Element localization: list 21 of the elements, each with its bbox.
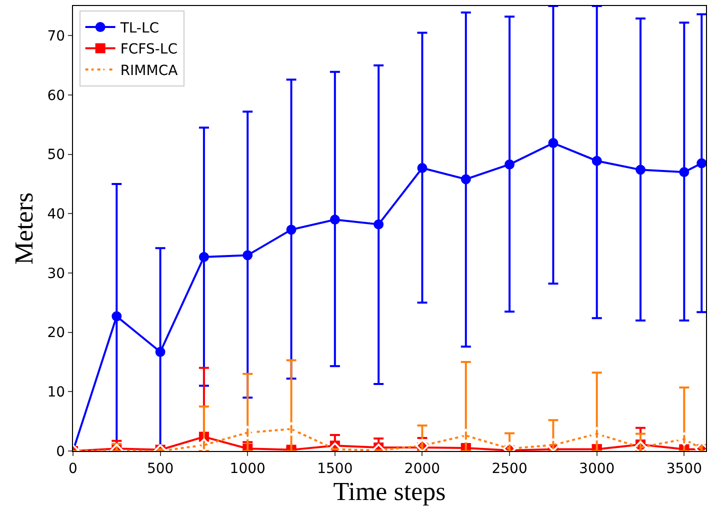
legend-label: FCFS-LC xyxy=(120,42,178,58)
y-tick-label: 10 xyxy=(47,384,66,401)
y-tick-label: 40 xyxy=(47,206,66,223)
x-tick-label: 2000 xyxy=(404,460,440,477)
y-tick-label: 20 xyxy=(47,325,66,342)
x-tick-label: 1500 xyxy=(317,460,353,477)
x-tick-label: 2500 xyxy=(492,460,528,477)
x-tick-label: 3000 xyxy=(579,460,615,477)
x-tick-label: 3500 xyxy=(666,460,702,477)
x-tick-label: 0 xyxy=(68,460,78,477)
y-tick-label: 0 xyxy=(56,444,66,460)
y-axis-title: Meters xyxy=(10,192,39,265)
x-tick-label: 1000 xyxy=(230,460,266,477)
x-axis-title: Time steps xyxy=(333,476,446,506)
legend-label: RIMMCA xyxy=(120,62,178,79)
y-tick-label: 30 xyxy=(47,266,66,282)
legend-label: TL-LC xyxy=(119,20,160,37)
y-tick-label: 60 xyxy=(47,88,66,104)
y-tick-label: 70 xyxy=(47,28,66,45)
y-tick-label: 50 xyxy=(47,147,66,164)
x-tick-label: 500 xyxy=(146,460,174,477)
